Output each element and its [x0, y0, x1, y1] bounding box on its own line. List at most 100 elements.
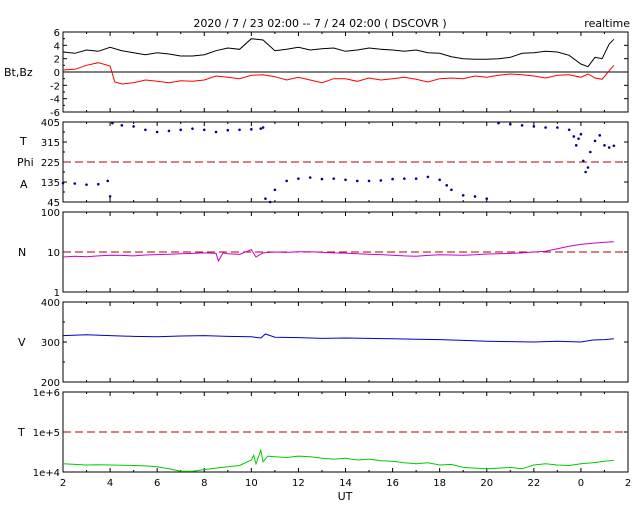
series-line-t	[62, 448, 614, 472]
data-point-phi	[586, 166, 590, 169]
x-tick-label: 16	[386, 478, 399, 489]
data-point-phi	[367, 179, 371, 183]
series-line-v	[62, 333, 614, 343]
data-point-phi	[607, 146, 611, 149]
y-tick-label-density-0: 100	[41, 208, 60, 219]
data-point-phi	[567, 128, 571, 132]
data-point-phi	[238, 128, 241, 132]
data-point-phi	[155, 130, 159, 134]
data-point-phi	[144, 128, 147, 132]
x-tick-label: 12	[292, 478, 305, 489]
data-point-phi	[264, 197, 267, 200]
data-point-phi	[85, 183, 88, 186]
data-point-phi	[179, 128, 183, 132]
data-point-phi	[577, 137, 580, 140]
data-point-phi	[520, 124, 524, 127]
data-point-phi	[593, 139, 597, 143]
data-point-phi	[320, 177, 324, 181]
x-tick-label: 20	[480, 478, 493, 489]
y-tick-label-magnetic-field-1: 4	[54, 41, 60, 52]
y-tick-label-magnetic-field-5: -4	[50, 95, 60, 106]
data-point-phi	[497, 121, 500, 125]
x-tick-label: 0	[578, 478, 584, 489]
data-point-phi	[579, 132, 583, 136]
data-point-phi	[297, 177, 300, 180]
y-tick-label-density-1: 10	[47, 248, 60, 259]
x-tick-label: 2	[625, 478, 631, 489]
data-point-phi	[450, 188, 453, 192]
x-tick-label: 10	[245, 478, 258, 489]
chart-marks: 6420-2-4-6405315225135451001014003002001…	[33, 28, 631, 489]
data-point-phi	[355, 179, 359, 183]
data-point-phi	[572, 135, 576, 138]
data-point-phi	[403, 177, 406, 180]
y-tick-label-temperature-1: 1e+5	[33, 428, 60, 439]
y-tick-label-magnetic-field-6: -6	[50, 108, 60, 119]
data-point-phi	[589, 150, 592, 154]
data-point-phi	[332, 177, 336, 180]
data-point-phi	[556, 126, 559, 129]
ylabel-v: V	[18, 336, 26, 349]
data-point-phi	[508, 122, 512, 126]
data-point-phi	[461, 194, 465, 197]
chart-title: 2020 / 7 / 23 02:00 -- 7 / 24 02:00 ( DS…	[193, 17, 447, 30]
data-point-phi	[308, 176, 312, 179]
data-point-phi	[214, 130, 218, 134]
data-point-phi	[391, 177, 394, 181]
ylabel-t: T	[19, 135, 27, 148]
y-tick-label-field-angle-4: 45	[47, 198, 60, 209]
y-tick-label-velocity-1: 300	[41, 338, 60, 349]
x-tick-label: 22	[527, 478, 540, 489]
y-tick-label-velocity-0: 400	[41, 298, 60, 309]
y-tick-label-temperature-0: 1e+6	[33, 388, 60, 399]
data-point-phi	[485, 197, 489, 200]
y-tick-label-magnetic-field-4: -2	[50, 81, 60, 92]
data-point-phi	[574, 144, 578, 147]
data-point-phi	[132, 125, 135, 128]
data-point-phi	[167, 129, 171, 133]
data-point-phi	[268, 200, 272, 204]
y-tick-label-field-angle-2: 225	[41, 158, 60, 169]
data-point-phi	[473, 195, 477, 198]
xlabel-ut: UT	[338, 490, 353, 503]
ylabel-bt-bz: Bt,Bz	[4, 66, 33, 79]
y-tick-label-field-angle-1: 315	[41, 138, 60, 149]
data-point-phi	[97, 182, 100, 186]
data-point-phi	[202, 128, 206, 132]
data-point-phi	[603, 144, 606, 147]
data-point-phi	[285, 179, 288, 183]
y-tick-label-velocity-2: 200	[41, 378, 60, 389]
data-point-phi	[544, 126, 547, 129]
x-tick-label: 6	[154, 478, 160, 489]
y-tick-label-temperature-2: 1e+4	[33, 468, 60, 479]
ylabel-temperature: T	[17, 426, 25, 439]
data-point-phi	[106, 179, 110, 183]
y-tick-label-density-2: 1	[54, 288, 60, 299]
data-point-phi	[344, 178, 347, 182]
data-point-phi	[73, 182, 77, 185]
data-point-phi	[226, 128, 230, 132]
data-point-phi	[414, 177, 418, 180]
y-tick-label-magnetic-field-2: 2	[54, 55, 60, 66]
series-line-bz	[62, 62, 615, 85]
data-point-phi	[379, 179, 383, 182]
data-point-phi	[426, 175, 430, 179]
y-tick-label-field-angle-3: 135	[41, 178, 60, 189]
data-point-phi	[612, 144, 616, 148]
data-point-phi	[250, 128, 253, 131]
series-line-n	[62, 241, 614, 263]
data-point-phi	[108, 195, 112, 198]
data-point-phi	[581, 159, 585, 163]
data-point-phi	[261, 126, 265, 129]
x-tick-label: 18	[433, 478, 446, 489]
series-line-bt	[62, 38, 615, 68]
data-point-phi	[259, 127, 263, 130]
data-point-phi	[584, 170, 587, 174]
data-point-phi	[598, 134, 602, 137]
y-tick-label-magnetic-field-3: 0	[54, 68, 60, 79]
data-point-phi	[191, 127, 194, 130]
data-point-phi	[438, 178, 441, 182]
ylabel-a: A	[20, 178, 28, 191]
data-point-phi	[273, 188, 277, 192]
